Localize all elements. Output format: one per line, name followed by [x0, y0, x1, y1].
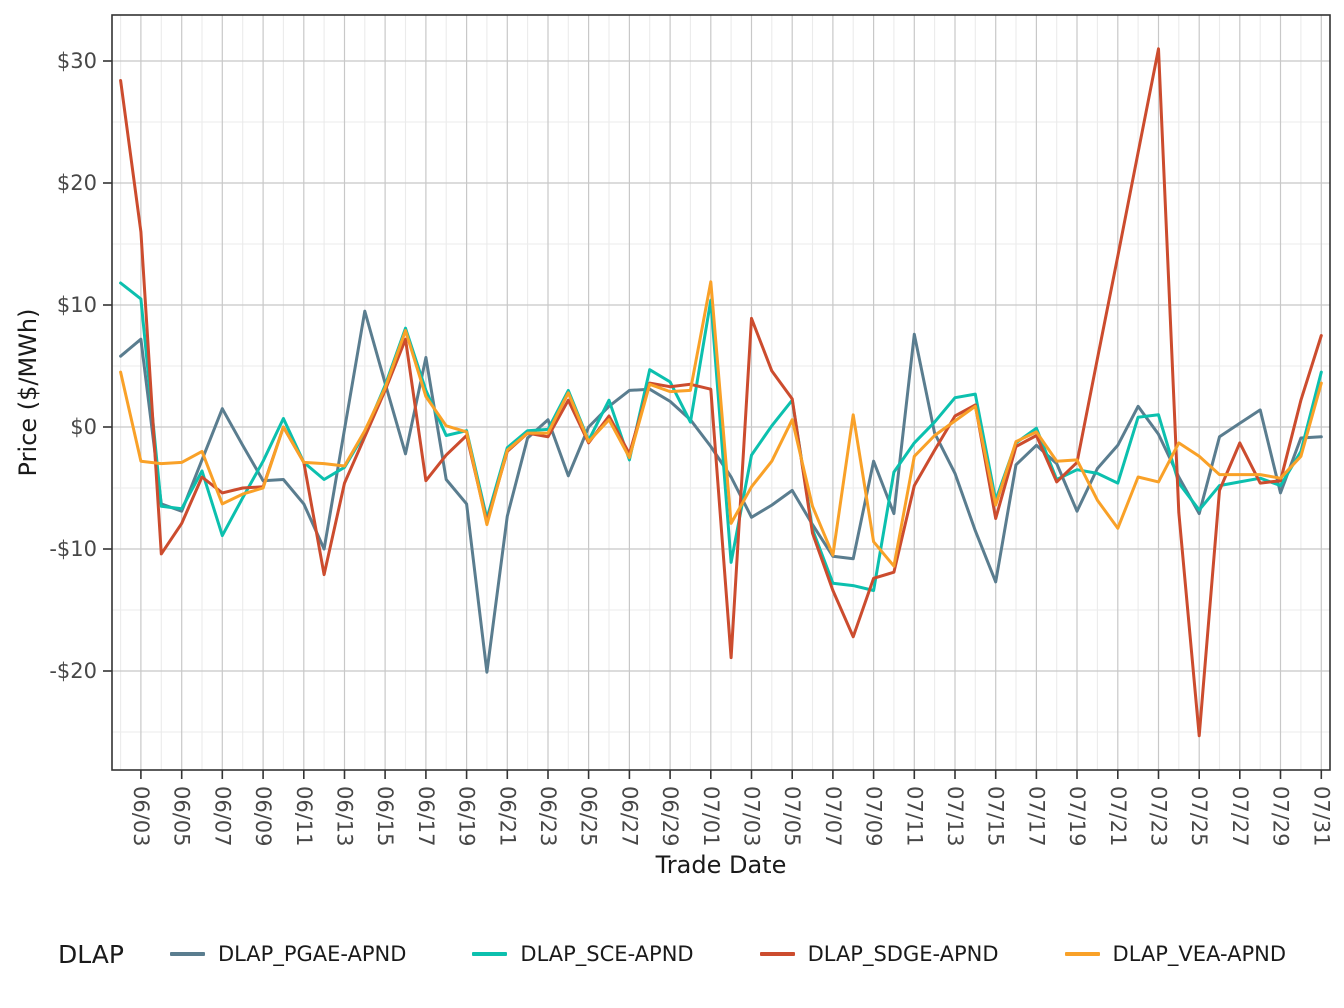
svg-text:07/29: 07/29 — [1269, 786, 1293, 847]
legend-label-vea: DLAP_VEA-APND — [1112, 942, 1286, 966]
svg-text:06/19: 06/19 — [455, 786, 479, 847]
svg-text:Trade Date: Trade Date — [655, 851, 787, 879]
price-chart: 06/03 06/05 06/07 06/09 06/11 06/13 06/15 06/17… — [14, 14, 1333, 879]
legend-entry-sdge: DLAP_SDGE-APND — [759, 942, 999, 966]
legend-label-sce: DLAP_SCE-APND — [520, 942, 694, 966]
svg-text:06/05: 06/05 — [170, 786, 194, 847]
legend-title: DLAP — [58, 939, 124, 969]
svg-text:07/07: 07/07 — [821, 786, 845, 847]
svg-text:07/19: 07/19 — [1065, 786, 1089, 847]
svg-text:07/03: 07/03 — [740, 786, 764, 847]
svg-text:-$10: -$10 — [49, 537, 97, 561]
svg-text:07/17: 07/17 — [1024, 786, 1048, 847]
svg-text:-$20: -$20 — [49, 659, 97, 683]
svg-text:06/27: 06/27 — [617, 786, 641, 847]
svg-text:06/17: 06/17 — [414, 786, 438, 847]
svg-text:06/23: 06/23 — [536, 786, 560, 847]
svg-text:$0: $0 — [70, 415, 97, 439]
svg-text:06/25: 06/25 — [577, 786, 601, 847]
svg-text:06/13: 06/13 — [333, 786, 357, 847]
svg-text:06/15: 06/15 — [373, 786, 397, 847]
chart-legend: DLAP DLAP_PGAE-APND DLAP_SCE-APND DLAP_S… — [0, 928, 1344, 980]
svg-text:07/11: 07/11 — [902, 786, 926, 847]
pgae-line-swatch — [169, 952, 205, 956]
svg-text:07/27: 07/27 — [1228, 786, 1252, 847]
svg-text:07/13: 07/13 — [943, 786, 967, 847]
svg-text:07/01: 07/01 — [699, 786, 723, 847]
svg-text:06/21: 06/21 — [495, 786, 519, 847]
svg-text:07/05: 07/05 — [780, 786, 804, 847]
svg-text:$10: $10 — [57, 293, 97, 317]
svg-text:07/15: 07/15 — [984, 786, 1008, 847]
legend-entry-sce: DLAP_SCE-APND — [472, 942, 694, 966]
svg-text:Price ($/MWh): Price ($/MWh) — [14, 309, 42, 477]
legend-label-pgae: DLAP_PGAE-APND — [217, 942, 407, 966]
svg-text:06/09: 06/09 — [251, 786, 275, 847]
sce-line-swatch — [472, 952, 508, 956]
svg-text:07/25: 07/25 — [1187, 786, 1211, 847]
legend-entry-pgae: DLAP_PGAE-APND — [169, 942, 407, 966]
legend-entry-vea: DLAP_VEA-APND — [1064, 942, 1286, 966]
vea-line-swatch — [1064, 952, 1100, 956]
legend-label-sdge: DLAP_SDGE-APND — [807, 942, 999, 966]
svg-text:06/07: 06/07 — [210, 786, 234, 847]
sdge-line-swatch — [759, 952, 795, 956]
svg-text:07/21: 07/21 — [1106, 786, 1130, 847]
svg-text:$20: $20 — [57, 171, 97, 195]
svg-text:06/29: 06/29 — [658, 786, 682, 847]
svg-text:$30: $30 — [57, 49, 97, 73]
svg-text:07/23: 07/23 — [1147, 786, 1171, 847]
svg-text:06/03: 06/03 — [129, 786, 153, 847]
svg-text:07/31: 07/31 — [1309, 786, 1333, 847]
svg-text:06/11: 06/11 — [292, 786, 316, 847]
svg-text:07/09: 07/09 — [862, 786, 886, 847]
